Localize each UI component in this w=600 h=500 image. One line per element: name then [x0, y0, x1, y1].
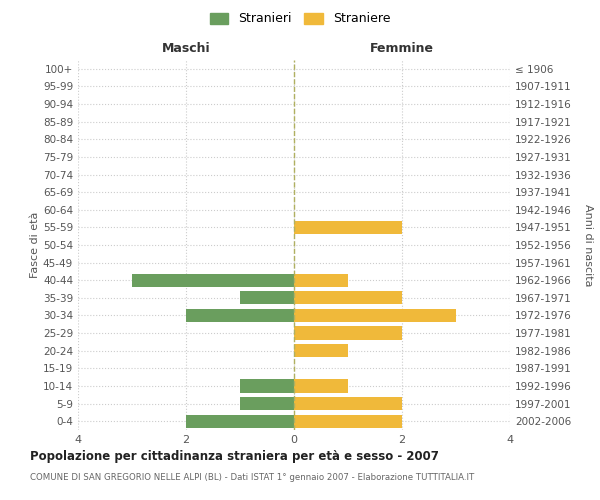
Bar [240, 380, 294, 392]
Bar [294, 344, 348, 358]
Y-axis label: Fasce di età: Fasce di età [30, 212, 40, 278]
Bar [294, 414, 402, 428]
Bar [294, 309, 456, 322]
Bar [132, 274, 294, 287]
Bar [240, 397, 294, 410]
Bar [294, 380, 348, 392]
Text: Popolazione per cittadinanza straniera per età e sesso - 2007: Popolazione per cittadinanza straniera p… [30, 450, 439, 463]
Y-axis label: Anni di nascita: Anni di nascita [583, 204, 593, 286]
Bar [240, 291, 294, 304]
Bar [294, 291, 402, 304]
Text: COMUNE DI SAN GREGORIO NELLE ALPI (BL) - Dati ISTAT 1° gennaio 2007 - Elaborazio: COMUNE DI SAN GREGORIO NELLE ALPI (BL) -… [30, 472, 474, 482]
Bar [294, 221, 402, 234]
Bar [294, 326, 402, 340]
Bar [294, 274, 348, 287]
Bar [186, 309, 294, 322]
Bar [186, 414, 294, 428]
Legend: Stranieri, Straniere: Stranieri, Straniere [206, 8, 394, 29]
Bar [294, 397, 402, 410]
